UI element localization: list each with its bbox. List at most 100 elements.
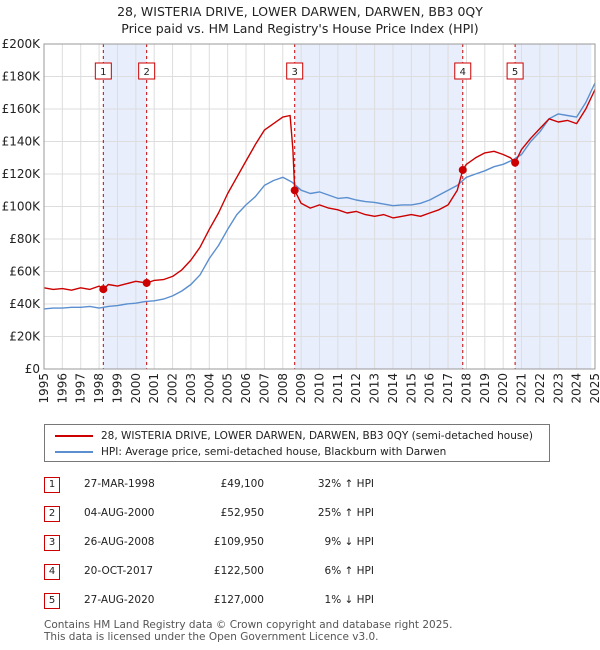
- series-line-property: [43, 89, 596, 291]
- sale-hpi-change: 25% ↑ HPI: [317, 507, 374, 519]
- sale-number-badge: 3: [44, 535, 60, 551]
- sale-date: 26-AUG-2008: [84, 536, 155, 548]
- plot-border: [43, 43, 596, 370]
- x-tick-label: 1995: [37, 373, 51, 404]
- sale-marker-box: [138, 62, 156, 80]
- sale-date: 27-AUG-2020: [84, 594, 155, 606]
- legend-item-property: 28, WISTERIA DRIVE, LOWER DARWEN, DARWEN…: [55, 428, 533, 444]
- legend-swatch-property: [55, 435, 93, 437]
- x-tick-label: 2017: [441, 373, 455, 404]
- x-tick-label: 1996: [55, 373, 69, 404]
- sale-marker-label: 3: [292, 67, 298, 78]
- x-tick-label: 2025: [588, 373, 600, 404]
- sale-row: 3 26-AUG-2008 £109,950 9% ↓ HPI: [44, 530, 464, 559]
- x-tick-label: 2019: [478, 373, 492, 404]
- sale-number-badge: 4: [44, 564, 60, 580]
- legend-item-hpi: HPI: Average price, semi-detached house,…: [55, 444, 446, 460]
- x-tick-label: 2021: [515, 373, 529, 404]
- sale-marker-label: 4: [460, 67, 466, 78]
- legend-label-hpi: HPI: Average price, semi-detached house,…: [101, 446, 447, 458]
- sale-row: 5 27-AUG-2020 £127,000 1% ↓ HPI: [44, 588, 464, 617]
- y-tick-label: £140K: [2, 135, 42, 149]
- legend-label-property: 28, WISTERIA DRIVE, LOWER DARWEN, DARWEN…: [101, 430, 533, 442]
- sale-price: £122,500: [213, 565, 264, 577]
- sale-number-badge: 1: [44, 477, 60, 493]
- sale-point: [458, 165, 467, 174]
- y-tick-label: £120K: [2, 167, 42, 181]
- sale-marker-label: 5: [512, 67, 518, 78]
- footer: Contains HM Land Registry data © Crown c…: [44, 619, 452, 643]
- x-tick-label: 1997: [74, 373, 88, 404]
- x-tick-label: 2006: [239, 373, 253, 404]
- x-tick-label: 2010: [313, 373, 327, 404]
- x-tick-label: 2008: [276, 373, 290, 404]
- sale-marker-label: 2: [143, 67, 149, 78]
- footer-licence: This data is licensed under the Open Gov…: [44, 631, 379, 643]
- sale-price: £109,950: [213, 536, 264, 548]
- sale-price: £49,100: [220, 478, 264, 490]
- y-tick-label: £180K: [2, 70, 42, 84]
- sale-date: 04-AUG-2000: [84, 507, 155, 519]
- x-tick-label: 2011: [331, 373, 345, 404]
- x-tick-label: 2002: [166, 373, 180, 404]
- sale-date: 20-OCT-2017: [84, 565, 153, 577]
- sale-price: £127,000: [213, 594, 264, 606]
- sale-point: [142, 278, 151, 287]
- y-tick-label: £60K: [9, 265, 41, 279]
- sale-marker-label: 1: [100, 67, 106, 78]
- footer-copyright: Contains HM Land Registry data © Crown c…: [44, 619, 453, 631]
- x-tick-label: 2009: [294, 373, 308, 404]
- chart-title-line1: 28, WISTERIA DRIVE, LOWER DARWEN, DARWEN…: [117, 4, 483, 19]
- sale-hpi-change: 32% ↑ HPI: [317, 478, 374, 490]
- sale-date: 27-MAR-1998: [84, 478, 155, 490]
- x-tick-label: 2022: [533, 373, 547, 404]
- sale-row: 1 27-MAR-1998 £49,100 32% ↑ HPI: [44, 472, 464, 501]
- x-tick-label: 2020: [496, 373, 510, 404]
- x-tick-label: 2007: [257, 373, 271, 404]
- sale-point: [99, 285, 108, 294]
- sale-hpi-change: 9% ↓ HPI: [324, 536, 374, 548]
- legend-swatch-hpi: [55, 451, 93, 453]
- price-chart: £0 £20K £40K £60K £80K £100K £120K £140K £160K £1…: [2, 37, 600, 404]
- sale-row: 2 04-AUG-2000 £52,950 25% ↑ HPI: [44, 501, 464, 530]
- x-tick-label: 2015: [404, 373, 418, 404]
- sale-marker-box: [286, 62, 304, 80]
- legend: 28, WISTERIA DRIVE, LOWER DARWEN, DARWEN…: [44, 424, 550, 462]
- x-tick-label: 2023: [551, 373, 565, 404]
- x-tick-label: 2001: [147, 373, 161, 404]
- x-tick-label: 2012: [349, 373, 363, 404]
- sale-marker-box: [94, 62, 112, 80]
- y-tick-label: £20K: [9, 330, 41, 344]
- x-tick-label: 1998: [92, 373, 106, 404]
- x-tick-label: 2004: [202, 373, 216, 404]
- x-tick-label: 2018: [459, 373, 473, 404]
- sale-marker-box: [506, 62, 524, 80]
- series-line-hpi: [43, 82, 596, 310]
- sale-point: [511, 158, 520, 167]
- x-tick-label: 2003: [184, 373, 198, 404]
- x-tick-label: 2014: [386, 373, 400, 404]
- y-tick-label: £80K: [9, 232, 41, 246]
- x-tick-label: 2013: [368, 373, 382, 404]
- sale-point: [290, 186, 299, 195]
- sale-number-badge: 2: [44, 506, 60, 522]
- chart-title: 28, WISTERIA DRIVE, LOWER DARWEN, DARWEN…: [0, 3, 600, 37]
- x-tick-label: 2024: [570, 373, 584, 404]
- y-tick-label: £100K: [2, 200, 42, 214]
- sale-marker-box: [454, 62, 472, 80]
- x-tick-label: 2016: [423, 373, 437, 404]
- sale-hpi-change: 6% ↑ HPI: [324, 565, 374, 577]
- sales-table: 1 27-MAR-1998 £49,100 32% ↑ HPI 2 04-AUG…: [44, 472, 464, 617]
- sale-hpi-change: 1% ↓ HPI: [324, 594, 374, 606]
- sale-row: 4 20-OCT-2017 £122,500 6% ↑ HPI: [44, 559, 464, 588]
- x-tick-label: 2005: [221, 373, 235, 404]
- y-tick-label: £40K: [9, 297, 41, 311]
- y-tick-label: £200K: [2, 37, 42, 51]
- y-tick-label: £0: [25, 362, 40, 376]
- y-tick-label: £160K: [2, 102, 42, 116]
- sale-price: £52,950: [220, 507, 264, 519]
- chart-subtitle: Price paid vs. HM Land Registry's House …: [121, 21, 479, 36]
- x-tick-label: 1999: [110, 373, 124, 404]
- x-tick-label: 2000: [129, 373, 143, 404]
- sale-number-badge: 5: [44, 593, 60, 609]
